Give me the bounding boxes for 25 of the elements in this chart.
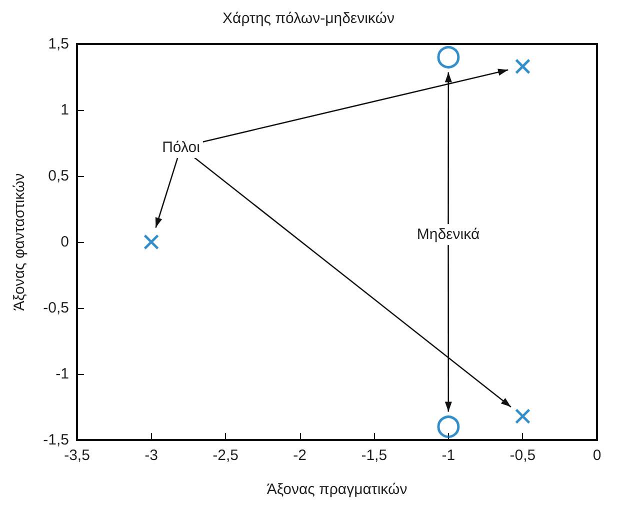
x-tick-label: -2,5 <box>212 447 238 464</box>
y-tick-label: 0 <box>60 234 69 250</box>
point <box>437 416 460 438</box>
annotation: Μηδενικά <box>416 226 480 244</box>
y-tick-label: -1,5 <box>43 432 69 448</box>
y-tick-label: 0,5 <box>48 168 69 184</box>
y-tick-label: -0,5 <box>43 300 69 316</box>
x-tick-label: -1,5 <box>361 447 388 464</box>
y-axis-title: Άξονας φανταστικών <box>11 173 28 311</box>
x-tick-label: -3,5 <box>64 447 90 464</box>
point <box>514 408 530 424</box>
chart-title: Χάρτης πόλων-μηδενικών <box>222 10 394 27</box>
annotation: Πόλοι <box>162 138 200 156</box>
y-tick-label: 1,5 <box>48 36 69 52</box>
x-axis-title: Άξονας πραγματικών <box>266 481 408 498</box>
x-tick-label: -1 <box>442 447 456 464</box>
point <box>437 46 460 68</box>
x-tick-label: 0 <box>592 447 602 464</box>
y-tick-label: 1 <box>60 102 69 118</box>
x-tick-label: -3 <box>144 447 158 464</box>
y-tick-label: -1 <box>56 366 69 382</box>
x-tick-label: -0,5 <box>510 447 536 464</box>
point <box>144 234 160 250</box>
point <box>514 58 530 74</box>
x-tick-label: -2 <box>293 447 307 464</box>
